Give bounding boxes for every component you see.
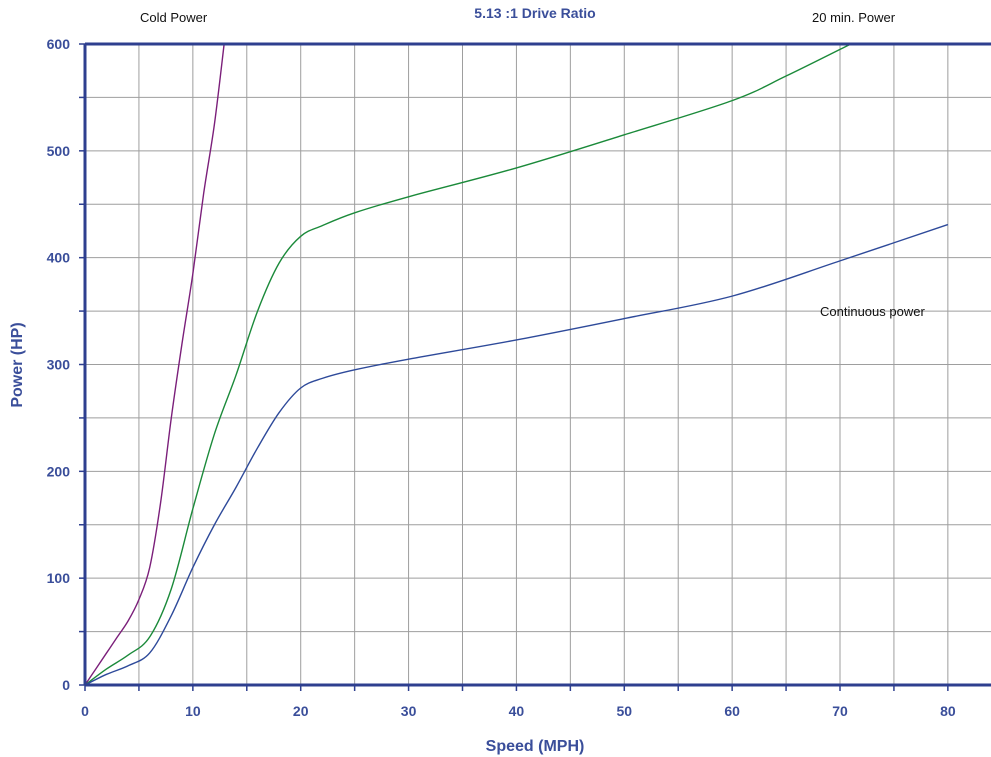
x-tick-label: 40 xyxy=(509,703,525,719)
x-tick-label: 10 xyxy=(185,703,201,719)
x-tick-label: 30 xyxy=(401,703,417,719)
annotation-20-min-power: 20 min. Power xyxy=(812,10,896,25)
y-tick-label: 100 xyxy=(47,570,71,586)
x-tick-label: 20 xyxy=(293,703,309,719)
annotation-continuous-power: Continuous power xyxy=(820,304,925,319)
x-tick-label: 60 xyxy=(724,703,740,719)
series-line-cold-power xyxy=(84,43,225,686)
x-tick-label: 80 xyxy=(940,703,956,719)
annotation-cold-power: Cold Power xyxy=(140,10,208,25)
y-tick-label: 200 xyxy=(47,463,71,479)
y-axis-title: Power (HP) xyxy=(9,322,26,407)
series-line-continuous-power xyxy=(84,223,949,686)
x-axis-title: Speed (MPH) xyxy=(486,738,585,755)
tick-labels: 0 10 20 30 40 50 60 70 80 0 100 200 300 400 500 600 xyxy=(47,36,956,719)
y-tick-label: 300 xyxy=(47,357,71,373)
y-tick-label: 400 xyxy=(47,250,71,266)
x-tick-label: 50 xyxy=(616,703,632,719)
series-line-20-min-power xyxy=(84,43,852,686)
y-tick-label: 600 xyxy=(47,36,71,52)
x-tick-label: 0 xyxy=(81,703,89,719)
series-layer xyxy=(84,43,949,686)
grid-lines xyxy=(85,44,991,685)
chart-title: 5.13 :1 Drive Ratio xyxy=(474,5,595,21)
x-tick-label: 70 xyxy=(832,703,848,719)
y-tick-label: 500 xyxy=(47,143,71,159)
axis-ticks xyxy=(79,43,949,691)
y-tick-label: 0 xyxy=(62,677,70,693)
